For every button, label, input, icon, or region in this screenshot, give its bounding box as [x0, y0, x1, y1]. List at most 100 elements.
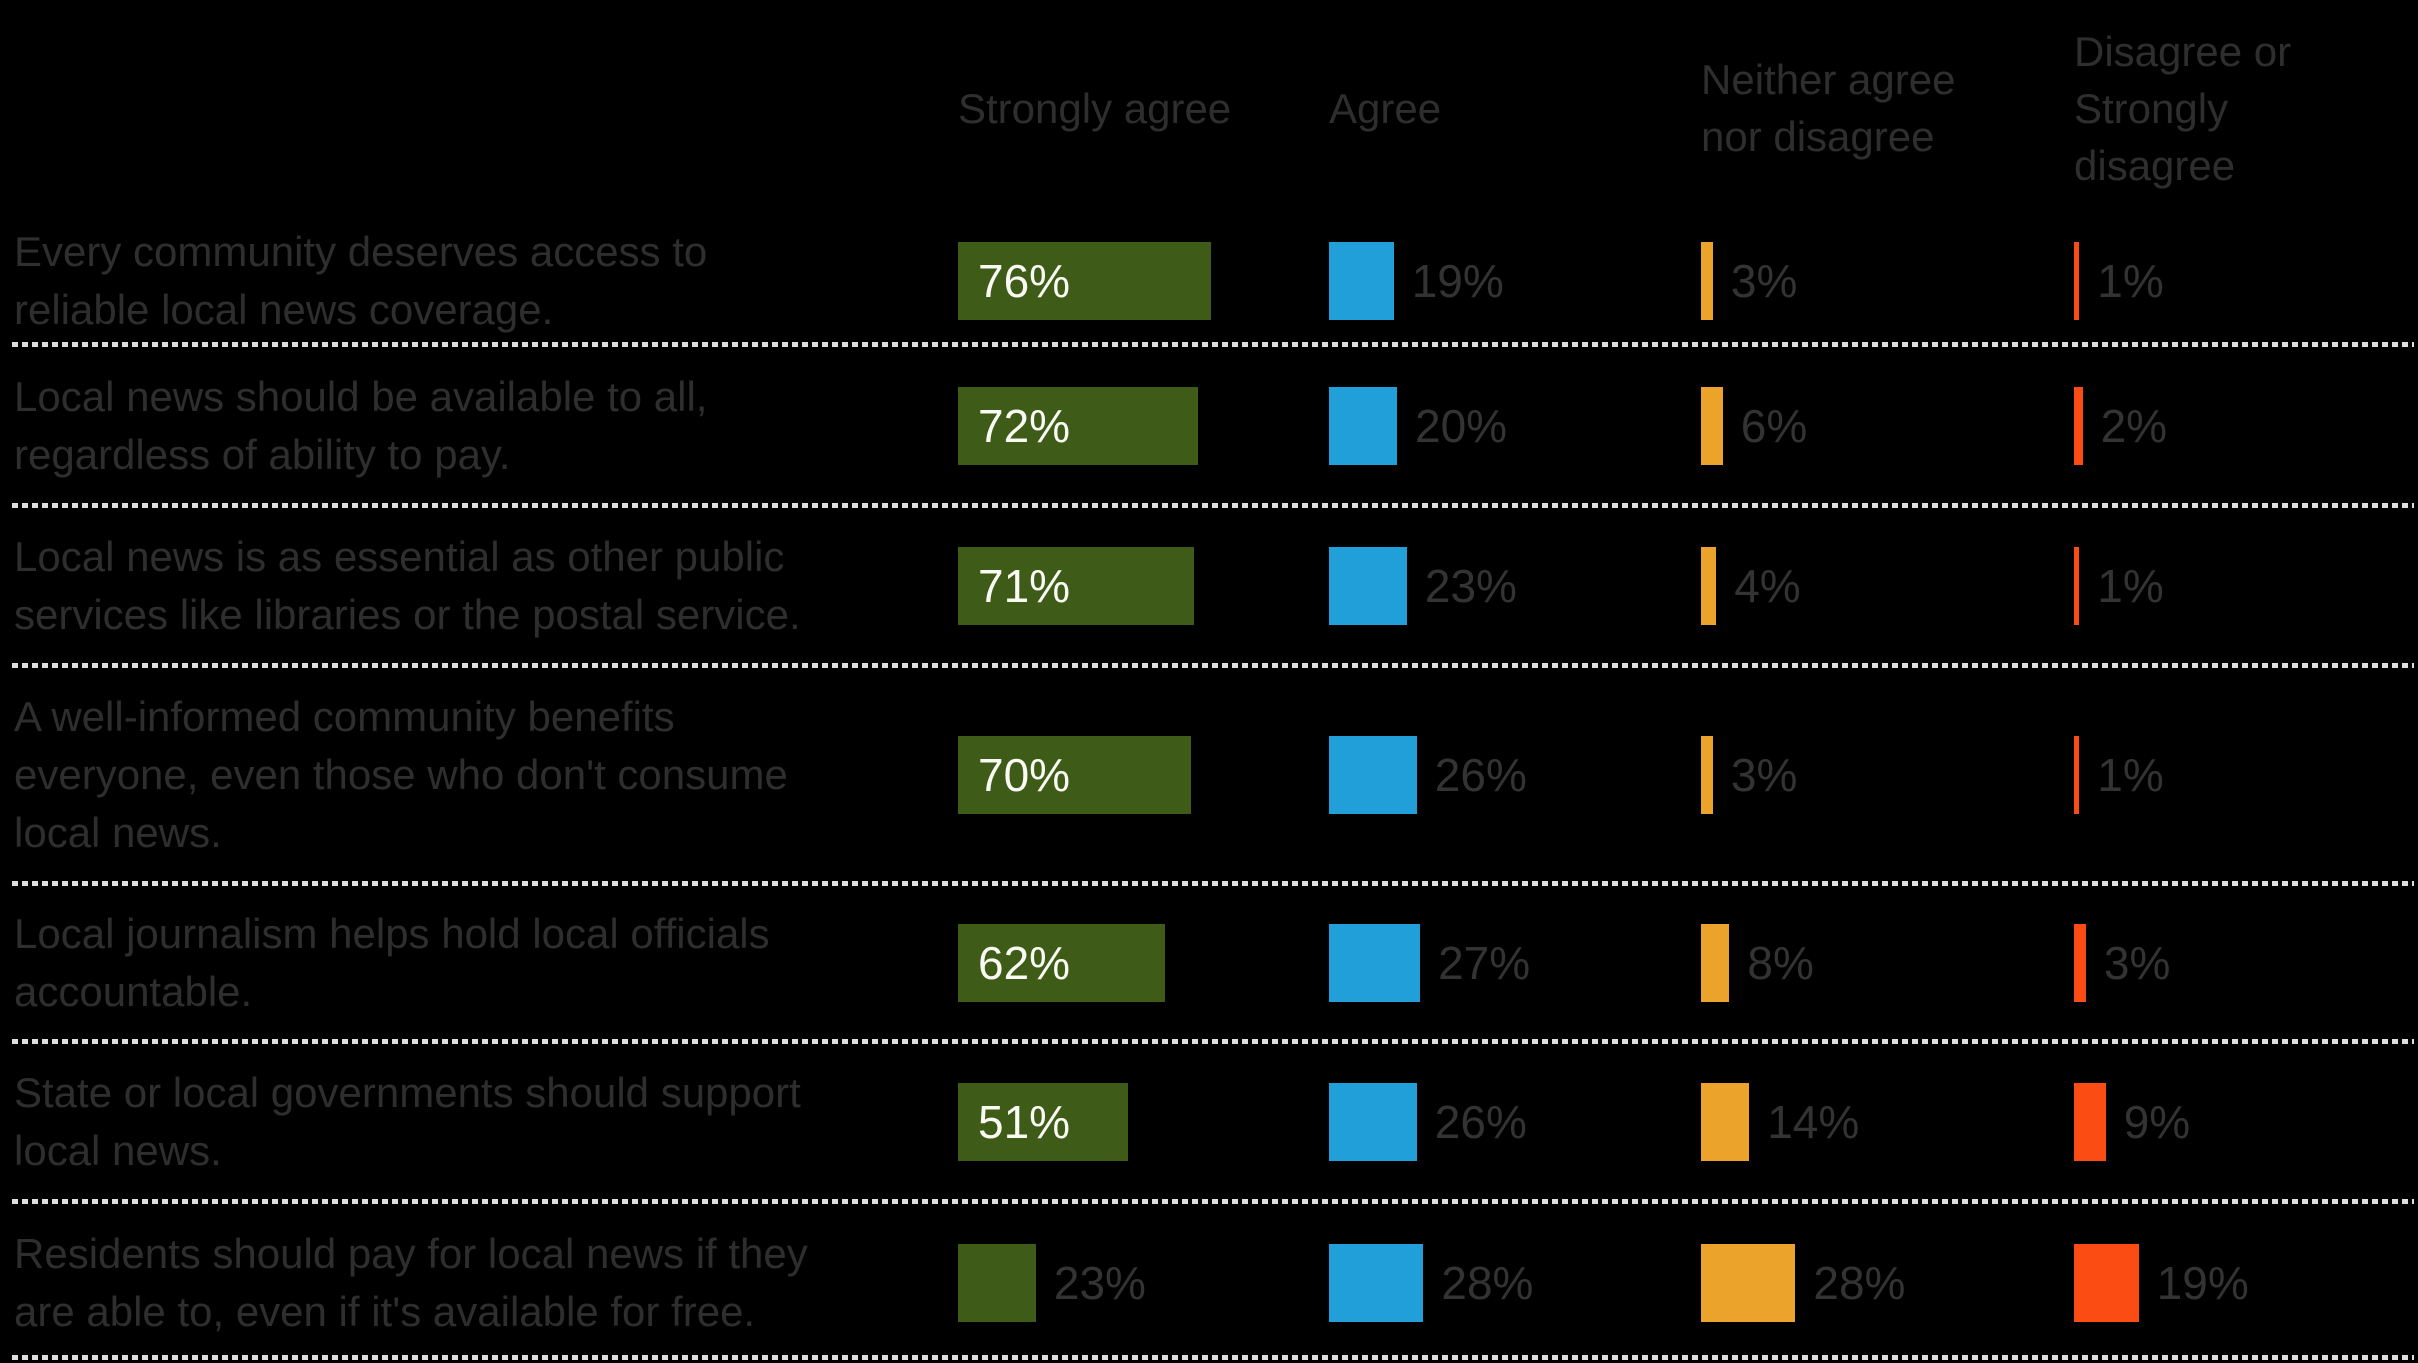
disagree-cell: 1% [2074, 547, 2418, 625]
statement-label: Local news should be available to all, r… [14, 372, 708, 478]
row-separator [12, 503, 2414, 508]
value-label: 26% [1434, 749, 1527, 801]
neither-bar [1701, 386, 1723, 465]
strongly-agree-bar: 70% [958, 736, 1191, 814]
neither-bar [1701, 924, 1730, 1002]
row-separator [12, 1039, 2414, 1044]
agree-bar [1329, 736, 1417, 814]
strongly-agree-cell: 23% [958, 1243, 1329, 1322]
value-label: 19% [2156, 1256, 2249, 1309]
disagree-bar [2074, 924, 2086, 1002]
strongly-agree-bar: 76% [958, 241, 1211, 320]
value-label: 14% [1767, 1096, 1860, 1148]
strongly-agree-bar [958, 1243, 1036, 1322]
row-separator [12, 1355, 2414, 1360]
row-separator [12, 663, 2414, 668]
neither-bar [1701, 736, 1713, 814]
value-label: 6% [1740, 399, 1808, 452]
value-label: 1% [2097, 560, 2164, 612]
statement-label: Residents should pay for local news if t… [14, 1229, 808, 1335]
value-label: 20% [1415, 399, 1508, 452]
disagree-cell: 2% [2074, 386, 2418, 465]
strongly-agree-bar: 51% [958, 1083, 1129, 1161]
agree-bar [1329, 1083, 1417, 1161]
neither-cell: 14% [1701, 1083, 2074, 1161]
value-label: 51% [978, 1096, 1071, 1148]
value-label: 19% [1411, 254, 1504, 307]
strongly-agree-cell: 76% [958, 241, 1329, 320]
neither-cell: 3% [1701, 241, 2074, 320]
agree-cell: 19% [1329, 241, 1701, 320]
value-label: 28% [1813, 1256, 1906, 1309]
neither-bar [1701, 1083, 1750, 1161]
value-label: 27% [1438, 937, 1531, 989]
agree-bar [1329, 924, 1421, 1002]
statement-row: State or local governments should suppor… [0, 1042, 2418, 1204]
value-label: 1% [2097, 749, 2164, 801]
disagree-bar [2074, 547, 2080, 625]
value-label: 3% [1730, 749, 1798, 801]
value-label: 2% [2100, 399, 2168, 452]
value-label: 1% [2097, 254, 2164, 307]
value-label: 3% [1730, 254, 1798, 307]
strongly-agree-bar: 62% [958, 924, 1165, 1002]
value-label: 71% [978, 560, 1071, 612]
statement-row: Residents should pay for local news if t… [0, 1202, 2418, 1363]
disagree-bar [2074, 1243, 2139, 1322]
statement-row: Local journalism helps hold local offici… [0, 884, 2418, 1044]
neither-bar [1701, 241, 1713, 320]
strongly-agree-cell: 62% [958, 924, 1329, 1002]
row-separator [12, 881, 2414, 886]
strongly-agree-cell: 70% [958, 736, 1329, 814]
disagree-bar [2074, 1083, 2106, 1161]
value-label: 70% [978, 749, 1071, 801]
neither-cell: 3% [1701, 736, 2074, 814]
statement-label: Local journalism helps hold local offici… [14, 910, 770, 1015]
statement-row: A well-informed community benefits every… [0, 666, 2418, 886]
value-label: 62% [978, 937, 1071, 989]
strongly-agree-bar: 72% [958, 386, 1198, 465]
agree-cell: 26% [1329, 736, 1701, 814]
statement-label: Local news is as essential as other publ… [14, 533, 801, 638]
value-label: 4% [1734, 560, 1801, 612]
neither-bar [1701, 1243, 1796, 1322]
agree-bar [1329, 547, 1407, 625]
value-label: 8% [1747, 937, 1814, 989]
value-label: 23% [1053, 1256, 1146, 1309]
agree-bar [1329, 241, 1394, 320]
disagree-bar [2074, 386, 2083, 465]
agree-cell: 27% [1329, 924, 1701, 1002]
column-header-strongly-agree: Strongly agree [958, 84, 1232, 132]
value-label: 72% [978, 399, 1071, 452]
neither-bar [1701, 547, 1717, 625]
value-label: 9% [2123, 1096, 2191, 1148]
agree-cell: 26% [1329, 1083, 1701, 1161]
value-label: 28% [1441, 1256, 1534, 1309]
value-label: 76% [978, 254, 1071, 307]
value-label: 23% [1424, 560, 1517, 612]
statement-row: Local news is as essential as other publ… [0, 506, 2418, 668]
disagree-cell: 9% [2074, 1083, 2418, 1161]
agree-bar [1329, 386, 1397, 465]
value-label: 26% [1434, 1096, 1527, 1148]
statement-label: State or local governments should suppor… [14, 1069, 801, 1174]
agree-cell: 20% [1329, 386, 1701, 465]
row-separator [12, 1199, 2414, 1204]
strongly-agree-cell: 51% [958, 1083, 1329, 1161]
strongly-agree-cell: 72% [958, 386, 1329, 465]
disagree-cell: 1% [2074, 241, 2418, 320]
strongly-agree-cell: 71% [958, 547, 1329, 625]
column-header-neither-agree-nor-disagree: Neither agree nor disagree [1701, 56, 1956, 160]
statement-row: Every community deserves access to relia… [0, 216, 2418, 347]
neither-cell: 6% [1701, 386, 2074, 465]
neither-cell: 8% [1701, 924, 2074, 1002]
strongly-agree-bar: 71% [958, 547, 1195, 625]
column-header-disagree-or-strongly-disagree: Disagree or Strongly disagree [2074, 27, 2292, 189]
disagree-bar [2074, 736, 2080, 814]
statement-row: Local news should be available to all, r… [0, 345, 2418, 508]
value-label: 3% [2103, 937, 2171, 989]
statement-label: Every community deserves access to relia… [14, 227, 708, 333]
statement-label: A well-informed community benefits every… [14, 693, 788, 856]
column-header-agree: Agree [1329, 84, 1442, 132]
